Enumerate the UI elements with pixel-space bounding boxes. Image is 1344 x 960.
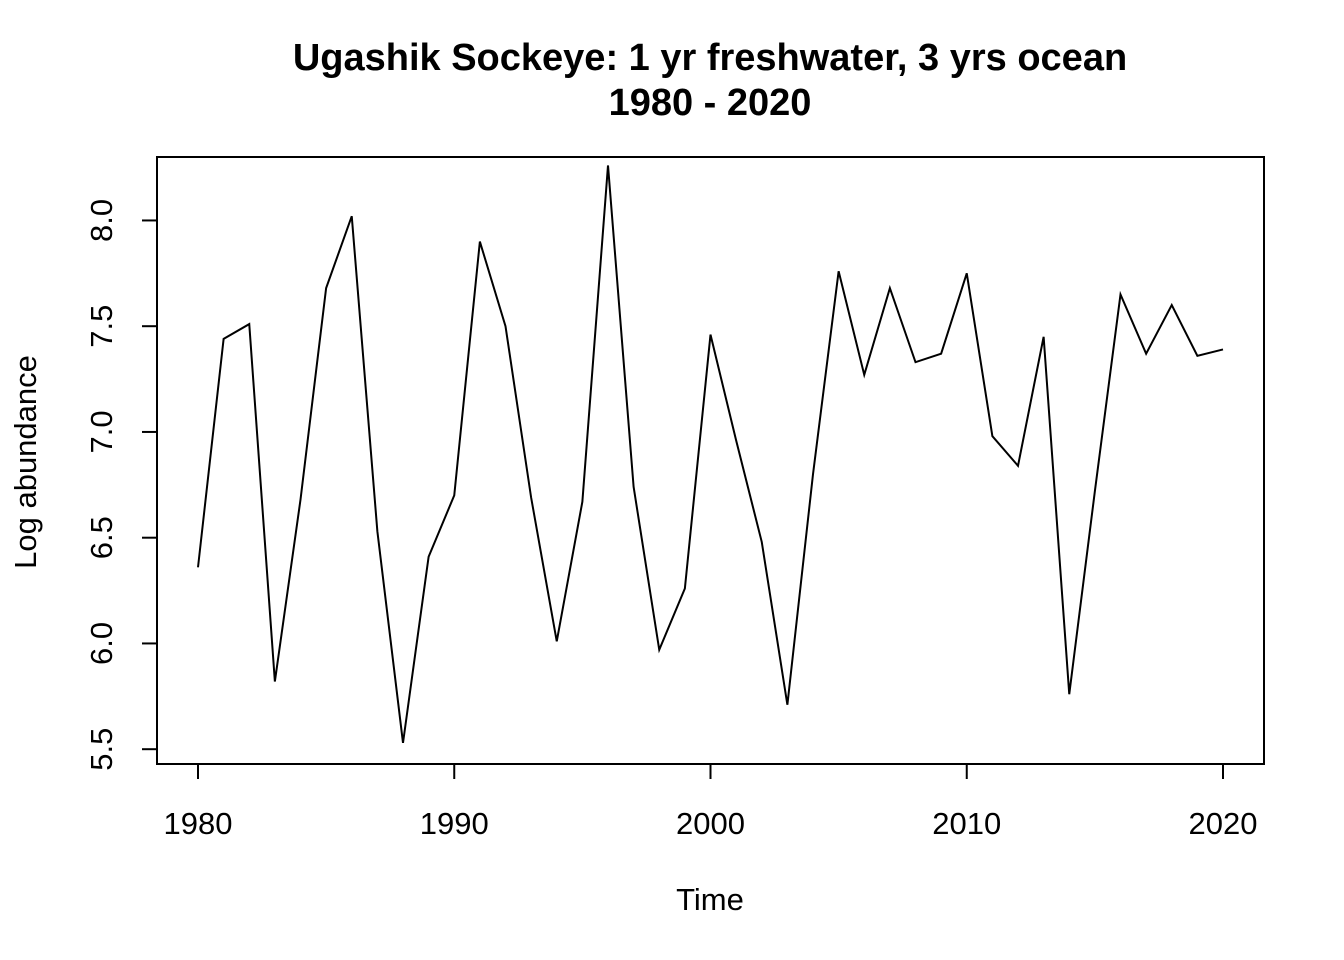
data-point — [223, 338, 225, 340]
series-line — [197, 165, 1224, 743]
chart-title: Ugashik Sockeye: 1 yr freshwater, 3 yrs … — [293, 37, 1127, 79]
data-point — [325, 287, 327, 289]
data-point — [1043, 336, 1045, 338]
data-point — [274, 681, 276, 683]
data-point — [812, 473, 814, 475]
data-point — [479, 241, 481, 243]
data-point — [658, 649, 660, 651]
data-point — [915, 361, 917, 363]
data-point — [1094, 490, 1096, 492]
data-point — [505, 325, 507, 327]
data-point — [1196, 355, 1198, 357]
x-tick-label: 1980 — [164, 806, 233, 841]
data-point — [376, 530, 378, 532]
x-axis-label: Time — [676, 882, 744, 917]
data-point — [991, 435, 993, 437]
data-point — [786, 704, 788, 706]
y-tick-label: 6.5 — [84, 516, 119, 559]
x-tick-label: 1990 — [420, 806, 489, 841]
data-point — [1017, 465, 1019, 467]
data-point — [940, 353, 942, 355]
y-tick-label: 8.0 — [84, 199, 119, 242]
data-point — [633, 486, 635, 488]
data-point — [300, 499, 302, 501]
data-point — [966, 272, 968, 274]
data-point — [402, 742, 404, 744]
data-point — [1171, 304, 1173, 306]
data-point — [453, 494, 455, 496]
data-point — [351, 215, 353, 217]
data-point — [556, 640, 558, 642]
x-tick-label: 2010 — [932, 806, 1001, 841]
data-point — [735, 439, 737, 441]
data-point — [1068, 693, 1070, 695]
data-point — [889, 287, 891, 289]
y-axis-label: Log abundance — [8, 355, 43, 569]
data-point — [248, 323, 250, 325]
data-point — [581, 501, 583, 503]
data-point — [863, 374, 865, 376]
x-axis: 1980 1990 2000 2010 2020 — [164, 763, 1258, 841]
data-point — [1222, 348, 1224, 350]
y-tick-label: 5.5 — [84, 728, 119, 771]
series-layer — [197, 164, 1224, 744]
data-point — [530, 497, 532, 499]
x-tick-label: 2000 — [676, 806, 745, 841]
data-point — [684, 587, 686, 589]
data-point — [838, 270, 840, 272]
data-point — [1120, 293, 1122, 295]
data-point — [197, 566, 199, 568]
data-point — [428, 556, 430, 558]
data-point — [1145, 353, 1147, 355]
data-point — [710, 334, 712, 336]
y-tick-label: 7.5 — [84, 305, 119, 348]
y-tick-label: 6.0 — [84, 622, 119, 665]
y-tick-label: 7.0 — [84, 410, 119, 453]
chart-subtitle: 1980 - 2020 — [609, 82, 812, 124]
data-point — [761, 541, 763, 543]
data-point — [607, 164, 609, 166]
y-axis: 5.5 6.0 6.5 7.0 7.5 8.0 — [84, 199, 158, 771]
x-tick-label: 2020 — [1189, 806, 1258, 841]
